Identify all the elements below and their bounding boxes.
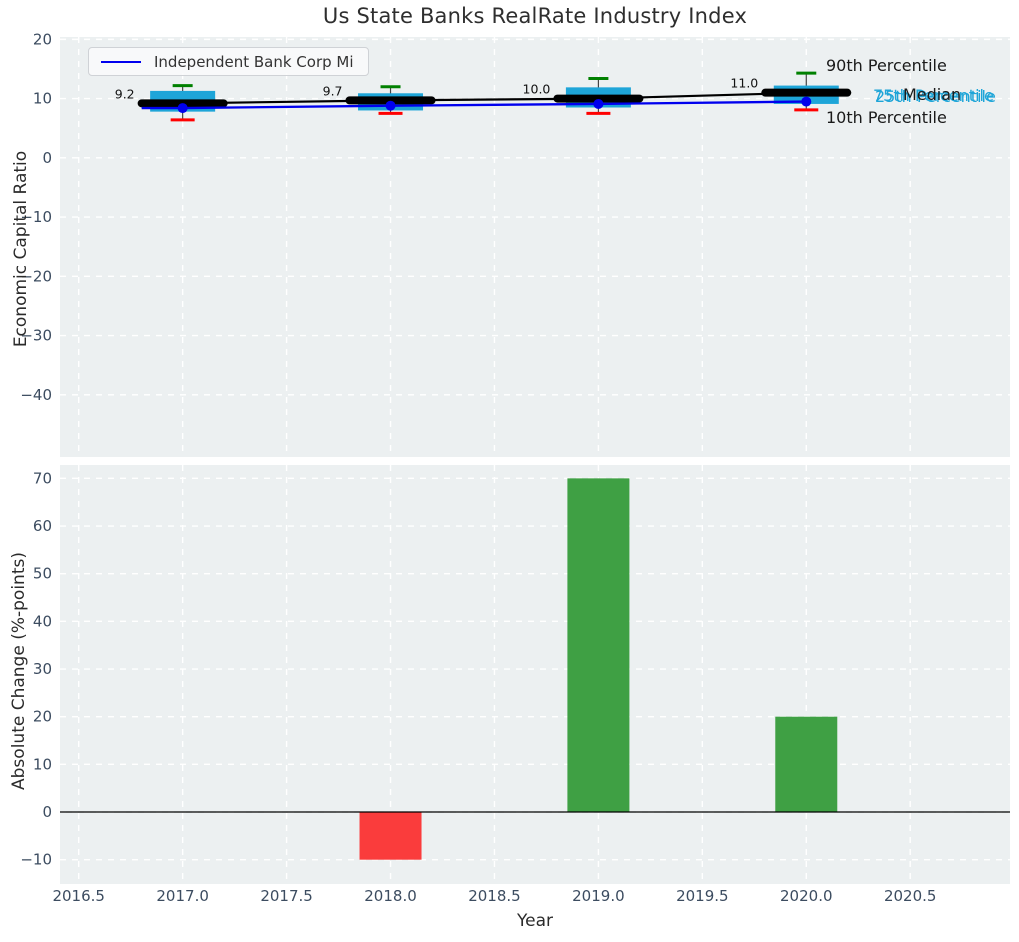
legend: Independent Bank Corp Mi (88, 47, 369, 76)
annotation-90th-percentile: 90th Percentile (826, 56, 947, 75)
svg-text:9.7: 9.7 (323, 83, 343, 98)
legend-label: Independent Bank Corp Mi (154, 52, 354, 71)
annotation-10th-percentile: 10th Percentile (826, 108, 947, 127)
svg-text:−20: −20 (20, 267, 52, 285)
chart-title: Us State Banks RealRate Industry Index (322, 4, 748, 28)
svg-text:20: 20 (33, 30, 52, 48)
annotation-75th-percentile: 75th Percentile (873, 86, 994, 105)
svg-text:30: 30 (33, 660, 52, 678)
svg-text:−30: −30 (20, 327, 52, 345)
svg-text:70: 70 (33, 469, 52, 487)
svg-text:2017.5: 2017.5 (260, 887, 313, 905)
svg-text:−10: −10 (20, 851, 52, 869)
annotation-median: Median (903, 85, 962, 104)
svg-text:0: 0 (42, 803, 52, 821)
svg-text:60: 60 (33, 517, 52, 535)
svg-text:2020.5: 2020.5 (884, 887, 937, 905)
svg-text:20: 20 (33, 708, 52, 726)
bottom-y-axis-label: Absolute Change (%-points) (9, 552, 29, 790)
svg-text:−10: −10 (20, 208, 52, 226)
svg-text:2019.5: 2019.5 (676, 887, 729, 905)
svg-text:2019.0: 2019.0 (572, 887, 625, 905)
svg-text:2020.0: 2020.0 (780, 887, 833, 905)
svg-text:10: 10 (33, 755, 52, 773)
svg-text:9.2: 9.2 (115, 86, 135, 101)
svg-text:2018.0: 2018.0 (364, 887, 417, 905)
svg-text:50: 50 (33, 565, 52, 583)
svg-text:2018.5: 2018.5 (468, 887, 521, 905)
legend-line-swatch (101, 60, 141, 63)
annotation-25th-percentile: 25th Percentile (875, 87, 996, 106)
top-y-axis-label: Economic Capital Ratio (11, 150, 31, 348)
svg-text:11.0: 11.0 (730, 76, 758, 91)
x-axis-label: Year (517, 911, 553, 931)
svg-text:2016.5: 2016.5 (52, 887, 105, 905)
svg-text:40: 40 (33, 612, 52, 630)
svg-text:2017.0: 2017.0 (156, 887, 209, 905)
svg-text:10: 10 (33, 90, 52, 108)
svg-text:−40: −40 (20, 386, 52, 404)
svg-text:0: 0 (42, 149, 52, 167)
svg-text:10.0: 10.0 (523, 82, 551, 97)
